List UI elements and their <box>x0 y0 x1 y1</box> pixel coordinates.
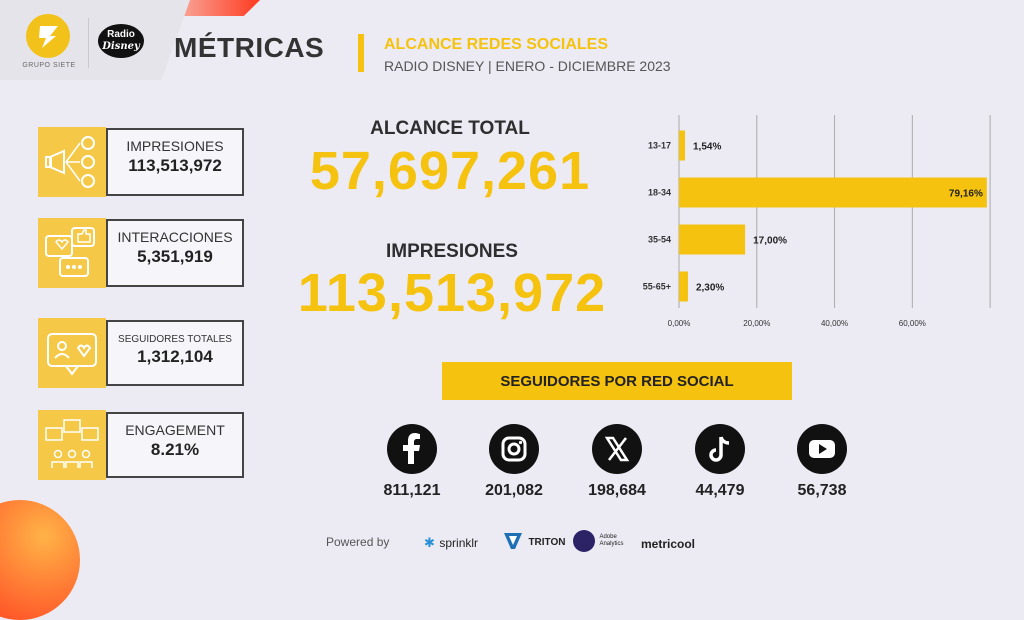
grupo-siete-logo-icon <box>26 14 70 58</box>
kpi-label: INTERACCIONES <box>117 229 233 245</box>
chart-data-label: 1,54% <box>693 142 721 153</box>
triton-logo: TRITON <box>502 530 566 552</box>
followers-card: SEGUIDORES TOTALES 1,312,104 <box>106 320 244 386</box>
impressions-card: IMPRESIONES 113,513,972 <box>106 128 244 196</box>
chart-bar <box>679 271 688 302</box>
brand-name: metricool <box>641 537 696 551</box>
chart-x-tick: 60,00% <box>899 319 926 328</box>
triton-icon <box>504 533 522 549</box>
sprinklr-logo: ✱ sprinklr <box>424 534 478 552</box>
tiktok-followers: 44,479 <box>695 482 745 499</box>
facebook-followers: 811,121 <box>383 482 441 499</box>
x-followers: 198,684 <box>588 482 646 499</box>
youtube-icon <box>797 424 847 474</box>
station-logo-bottom: Disney <box>102 41 140 52</box>
corner-decoration <box>170 0 260 16</box>
kpi-value: 113,513,972 <box>128 156 222 175</box>
chart-category-label: 55-65+ <box>643 282 671 292</box>
chat-like-icon <box>45 227 95 277</box>
profile-heart-icon <box>47 333 97 376</box>
brand-name: TRITON <box>528 537 566 549</box>
instagram-followers: 201,082 <box>485 482 543 499</box>
chart-x-tick: 0,00% <box>668 319 691 328</box>
audience-icon <box>45 419 99 468</box>
tiktok-icon <box>695 424 745 474</box>
reach-label: ALCANCE TOTAL <box>370 118 530 139</box>
age-distribution-chart: 0,00% 20,00% 40,00% 60,00% 13-17 1,54% 18-34 79… <box>620 110 1000 340</box>
x-icon <box>592 424 642 474</box>
chart-x-tick: 40,00% <box>821 319 848 328</box>
section-subtitle: RADIO DISNEY | ENERO - DICIEMBRE 2023 <box>384 58 671 74</box>
chart-category-label: 13-17 <box>648 141 671 151</box>
station-logo-top: Radio <box>107 29 135 40</box>
adobe-analytics-logo: Adobe Analytics <box>573 530 633 552</box>
chart-data-label: 17,00% <box>753 236 787 247</box>
followers-card-icon <box>38 318 106 388</box>
impressions-value: 113,513,972 <box>297 263 607 323</box>
kpi-value: 5,351,919 <box>137 247 213 266</box>
station-logo: Radio Disney <box>98 24 144 58</box>
chart-bar <box>679 130 685 161</box>
adobe-analytics-icon <box>573 530 595 552</box>
facebook-icon <box>387 424 437 474</box>
group-name: GRUPO SIETE <box>22 62 76 69</box>
sprinklr-icon: ✱ <box>424 535 435 550</box>
engagement-card: ENGAGEMENT 8.21% <box>106 412 244 478</box>
chart-category-label: 35-54 <box>648 235 671 245</box>
chart-data-label: 79,16% <box>949 189 983 200</box>
instagram-icon <box>489 424 539 474</box>
impressions-card-icon <box>38 127 106 197</box>
reach-value: 57,697,261 <box>309 141 591 201</box>
megaphone-people-icon <box>45 136 95 188</box>
corner-decoration-bottom <box>0 500 80 620</box>
title-accent-bar <box>358 34 364 72</box>
kpi-value: 1,312,104 <box>137 347 213 366</box>
youtube-followers: 56,738 <box>797 482 847 499</box>
followers-banner: SEGUIDORES POR RED SOCIAL <box>442 362 792 400</box>
brand-name: Adobe Analytics <box>599 534 624 547</box>
impressions-label: IMPRESIONES <box>386 241 518 262</box>
kpi-value: 8.21% <box>150 440 200 459</box>
metricool-logo: metricool <box>641 535 695 553</box>
chart-bar <box>679 224 746 255</box>
powered-by-label: Powered by <box>326 535 390 549</box>
section-title: ALCANCE REDES SOCIALES <box>384 36 609 53</box>
interactions-card: INTERACCIONES 5,351,919 <box>106 219 244 287</box>
page-title: MÉTRICAS <box>174 32 325 63</box>
chart-category-label: 18-34 <box>648 188 671 198</box>
kpi-label: ENGAGEMENT <box>125 422 225 438</box>
interactions-card-icon <box>38 218 106 288</box>
logo-divider <box>88 18 89 68</box>
kpi-label: IMPRESIONES <box>126 138 224 154</box>
kpi-label: SEGUIDORES TOTALES <box>118 334 232 345</box>
engagement-card-icon <box>38 410 106 480</box>
chart-x-tick: 20,00% <box>743 319 770 328</box>
brand-name: sprinklr <box>439 536 479 550</box>
chart-data-label: 2,30% <box>696 283 724 294</box>
chart-bar <box>679 177 987 208</box>
age-chart-svg: 0,00% 20,00% 40,00% 60,00% 13-17 1,54% 18-34 79… <box>643 115 991 328</box>
